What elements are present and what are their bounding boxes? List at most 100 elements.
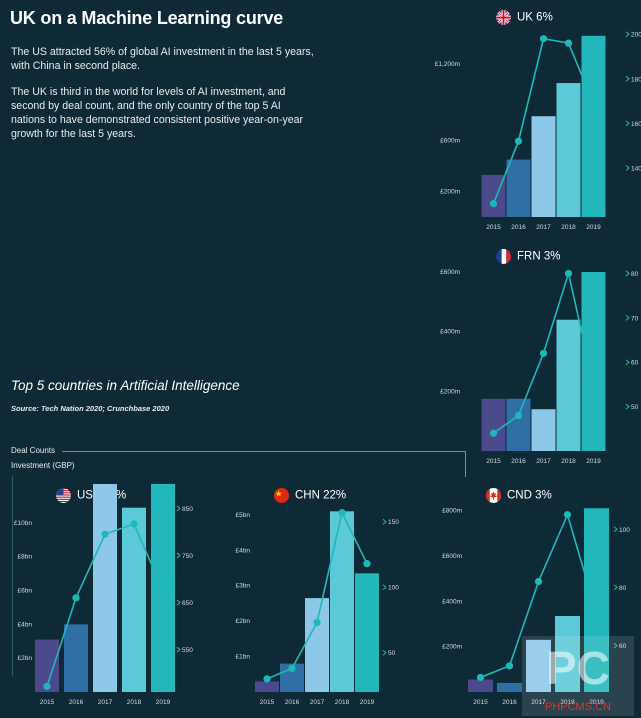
left-tick-label: £400m <box>442 598 462 605</box>
x-tick-label: 2017 <box>98 699 113 706</box>
deal-count-point <box>505 662 514 670</box>
deal-count-point <box>72 594 80 602</box>
x-tick-label: 2015 <box>486 224 501 231</box>
bar-2018 <box>330 511 354 692</box>
bar-2015 <box>255 681 279 692</box>
bar-2018 <box>122 507 146 692</box>
deal-count-point <box>489 429 498 437</box>
x-tick-label: 2015 <box>260 699 275 706</box>
right-tick-marker <box>625 314 630 321</box>
right-tick-label: 50 <box>631 404 639 411</box>
right-tick-marker <box>176 552 181 559</box>
deal-count-point <box>539 349 548 357</box>
deal-count-point <box>313 618 321 627</box>
left-tick-label: £1bn <box>236 654 251 661</box>
right-tick-label: 850 <box>182 506 193 513</box>
right-tick-marker <box>625 359 630 366</box>
right-tick-label: 50 <box>388 650 396 657</box>
chart-svg-frn: £200m £400m £600m 50 60 70 80 2015 2016 2017 2018 2… <box>440 269 639 465</box>
deal-count-point <box>563 511 572 519</box>
deal-count-point <box>263 675 271 683</box>
right-tick-label: 60 <box>619 643 627 650</box>
left-tick-label: £200m <box>440 388 460 395</box>
deal-count-point <box>514 411 523 420</box>
bar-2016 <box>506 159 531 217</box>
section-title: Top 5 countries in Artificial Intelligen… <box>11 378 240 393</box>
right-tick-marker <box>625 403 630 410</box>
deal-count-point <box>514 137 523 145</box>
deal-count-point <box>476 673 485 682</box>
chart-title-uk: UK 6% <box>496 10 553 25</box>
uk-flag-icon <box>496 10 511 25</box>
right-tick-label: 70 <box>631 315 639 322</box>
x-tick-label: 2019 <box>586 458 601 465</box>
chart-svg-chn: £1bn £2bn £3bn £4bn £5bn 50 100 150 2015 2016 2017… <box>236 508 399 706</box>
intro-paragraph-2: The UK is third in the world for levels … <box>11 86 304 140</box>
bar-2019 <box>581 271 606 451</box>
left-tick-label: £2bn <box>236 618 251 625</box>
right-tick-marker <box>625 120 630 127</box>
right-tick-marker <box>176 505 181 512</box>
bar-2016 <box>497 682 522 692</box>
left-tick-label: £2bn <box>18 655 33 662</box>
left-tick-label: £10bn <box>14 520 32 527</box>
left-tick-label: £8bn <box>18 554 33 561</box>
x-tick-label: 2018 <box>560 699 575 706</box>
right-tick-label: 60 <box>631 360 639 367</box>
chart-svg-usa: £2bn £4bn £6bn £8bn £10bn 550 650 750 850 2015 201… <box>14 484 193 706</box>
deal-count-point <box>564 39 573 47</box>
right-tick-label: 550 <box>182 647 193 654</box>
bar-2015 <box>481 398 506 451</box>
chart-title-text: CHN 22% <box>295 489 347 502</box>
bar-2019 <box>584 508 609 692</box>
x-tick-label: 2016 <box>511 458 526 465</box>
x-tick-label: 2016 <box>502 699 517 706</box>
x-tick-label: 2018 <box>127 699 142 706</box>
bar-2017 <box>305 598 329 692</box>
bar-2017 <box>531 116 556 217</box>
right-tick-marker <box>176 646 181 653</box>
page-title: UK on a Machine Learning curve <box>10 8 284 28</box>
deal-count-point <box>363 560 371 568</box>
watermark-big-text: PC <box>546 642 610 694</box>
right-tick-marker <box>613 642 618 649</box>
x-tick-label: 2019 <box>589 699 604 706</box>
bar-2017 <box>93 484 117 692</box>
left-tick-label: £400m <box>440 329 460 336</box>
right-tick-label: 650 <box>182 600 193 607</box>
x-tick-label: 2017 <box>536 458 551 465</box>
chart-title-chn: CHN 22% <box>274 488 346 503</box>
x-tick-label: 2018 <box>335 699 350 706</box>
left-tick-label: £600m <box>440 269 460 276</box>
bar-2017 <box>531 409 556 451</box>
us-flag-icon <box>56 488 71 503</box>
chart-panel-uk: UK 6% £200m £600m £1,200m 140 160 180 200 2015 20… <box>420 8 641 243</box>
right-tick-marker <box>625 270 630 277</box>
left-tick-label: £4bn <box>236 547 251 554</box>
source-note: Source: Tech Nation 2020; Crunchbase 202… <box>11 404 170 413</box>
deal-count-point <box>489 200 498 208</box>
left-tick-label: £6bn <box>18 588 33 595</box>
ca-flag-icon <box>486 488 501 503</box>
cn-flag-icon <box>274 488 289 503</box>
x-tick-label: 2018 <box>561 458 576 465</box>
x-tick-label: 2016 <box>285 699 300 706</box>
legend-investment: Investment (GBP) <box>11 461 75 470</box>
x-tick-label: 2019 <box>360 699 375 706</box>
right-tick-label: 80 <box>631 271 639 278</box>
chart-svg-uk: £200m £600m £1,200m 140 160 180 200 2015 2016 201… <box>435 31 641 231</box>
chart-panel-chn: CHN 22% £1bn £2bn £3bn £4bn £5bn 50 100 150 2015 2… <box>218 484 418 718</box>
right-tick-marker <box>382 584 387 591</box>
right-tick-label: 160 <box>631 121 641 128</box>
bar-2018 <box>556 83 581 217</box>
bar-2019 <box>355 573 379 692</box>
right-tick-marker <box>625 75 630 82</box>
chart-svg-cnd: £200m £400m £600m £800m 60 80 100 2015 2016 2017 2… <box>442 508 630 706</box>
legend-deal-leader-drop <box>465 451 466 477</box>
deal-count-point <box>539 35 548 43</box>
right-tick-label: 150 <box>388 519 399 526</box>
right-tick-label: 180 <box>631 76 641 83</box>
left-tick-label: £4bn <box>18 621 33 628</box>
intro-paragraph-1: The US attracted 56% of global AI invest… <box>11 46 314 72</box>
left-tick-label: £200m <box>440 188 460 195</box>
